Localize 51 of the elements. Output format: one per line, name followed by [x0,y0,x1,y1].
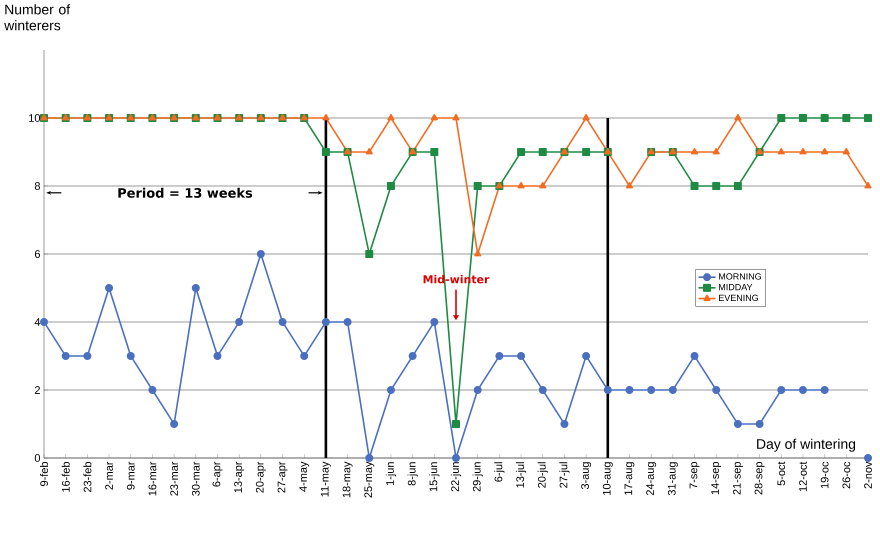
x-tick-label: 27-jul [559,462,570,488]
x-tick-label: 27-apr [278,462,288,493]
x-tick-label: 13-apr [234,462,244,492]
x-tick-label: 6-jul [494,462,504,482]
x-tick-label: 12-oct [799,462,807,492]
x-tick-label: 23-mar [170,462,178,496]
annotation: Day of wintering [757,438,856,452]
x-tick-label: 15-jun [429,462,440,492]
y-tick-label: 0 [34,454,40,462]
x-tick-label: 31-aug [668,462,678,496]
y-tick-label: 10 [29,114,40,122]
x-tick-label: 13-jul [516,462,526,488]
x-tick-label: 4-may [299,462,310,492]
x-tick-label: 5-oct [777,462,786,486]
x-tick-label: 1-jun [386,462,396,486]
y-tick-label: 4 [34,318,40,326]
x-tick-label: 17-aug [624,462,634,495]
x-tick-label: 8-jun [408,462,418,486]
x-tick-label: 10-aug [602,462,613,495]
x-tick-label: 2-mar [105,462,113,490]
x-tick-label: 9-mar [126,462,135,490]
legend-label: MORNING [719,273,761,280]
x-tick-label: 14-sep [711,462,722,494]
legend-label: MIDDAY [719,284,752,290]
y-tick-label: 2 [34,386,40,394]
x-tick-label: 20-apr [256,462,266,493]
x-tick-label: 29-jun [472,462,483,492]
x-tick-label: 26-oc [842,462,850,488]
legend-label: EVENING [719,294,758,302]
x-tick-label: 28-sep [754,462,765,494]
x-tick-label: 16-feb [62,462,70,492]
x-tick-label: 11-may [321,462,331,496]
x-tick-label: 6-apr [212,462,222,487]
x-tick-label: 25-may [364,462,374,498]
x-tick-label: 20-jul [538,462,548,488]
x-tick-label: 9-feb [40,462,48,486]
x-tick-label: 23-feb [83,462,92,492]
y-tick-label: 8 [34,182,40,190]
x-tick-label: 30-mar [192,462,200,496]
x-tick-label: 22-jun [450,462,462,492]
annotation: Period = 13 weeks [118,188,252,198]
x-tick-label: 24-aug [646,462,656,496]
x-tick-label: 16-mar [148,462,156,496]
x-tick-label: 7-sep [690,462,700,488]
y-axis-title: Number of winterers [4,4,70,30]
x-tick-label: 3-aug [581,462,592,490]
y-tick-label: 6 [34,250,40,258]
x-tick-label: 19-oc [820,462,829,488]
x-tick-label: 2-nov [864,462,872,488]
x-tick-label: 21-sep [732,462,743,494]
x-tick-label: 18-may [342,462,353,498]
